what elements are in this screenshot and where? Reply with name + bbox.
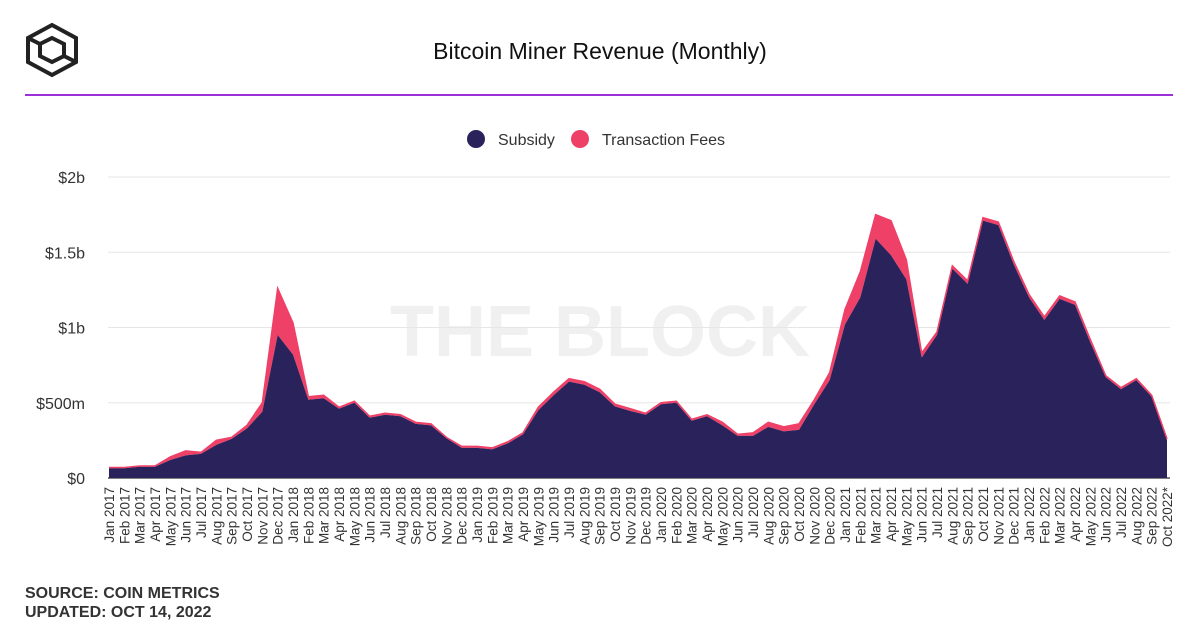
x-tick-label: Aug 2018 bbox=[393, 487, 408, 545]
x-tick-label: Feb 2017 bbox=[117, 487, 132, 544]
updated-note: UPDATED: OCT 14, 2022 bbox=[25, 604, 212, 621]
x-tick-label: Aug 2022 bbox=[1129, 487, 1144, 545]
x-tick-label: Jun 2021 bbox=[915, 487, 930, 543]
x-tick-label: May 2021 bbox=[899, 487, 914, 546]
x-tick-label: Mar 2017 bbox=[133, 487, 148, 544]
x-tick-label: Aug 2019 bbox=[577, 487, 592, 545]
x-tick-label: Jun 2022 bbox=[1099, 487, 1114, 543]
x-tick-label: Jan 2018 bbox=[286, 487, 301, 543]
x-tick-label: Sep 2022 bbox=[1145, 487, 1160, 545]
x-tick-label: Jan 2021 bbox=[838, 487, 853, 543]
x-tick-label: Oct 2022* bbox=[1160, 486, 1175, 547]
x-tick-label: Dec 2018 bbox=[455, 487, 470, 545]
x-tick-label: Jul 2021 bbox=[930, 487, 945, 538]
y-tick-label: $1.5b bbox=[45, 245, 85, 262]
x-tick-label: Oct 2020 bbox=[792, 487, 807, 542]
x-tick-label: Feb 2021 bbox=[853, 487, 868, 544]
x-tick-label: Apr 2021 bbox=[884, 487, 899, 542]
x-tick-label: Nov 2017 bbox=[255, 487, 270, 545]
x-tick-label: Sep 2021 bbox=[961, 487, 976, 545]
x-tick-label: Jan 2022 bbox=[1022, 487, 1037, 543]
x-tick-label: Jul 2017 bbox=[194, 487, 209, 538]
legend: Subsidy Transaction Fees bbox=[467, 130, 725, 149]
x-tick-label: Feb 2022 bbox=[1037, 487, 1052, 544]
x-tick-label: May 2020 bbox=[715, 487, 730, 546]
header-divider bbox=[25, 94, 1173, 96]
x-tick-label: Apr 2018 bbox=[332, 487, 347, 542]
y-tick-label: $500m bbox=[36, 396, 85, 413]
chart-title: Bitcoin Miner Revenue (Monthly) bbox=[433, 38, 767, 64]
y-tick-label: $0 bbox=[67, 471, 85, 488]
x-tick-label: Nov 2020 bbox=[807, 487, 822, 545]
the-block-logo-icon bbox=[24, 22, 80, 83]
x-tick-label: Oct 2018 bbox=[424, 487, 439, 542]
x-tick-label: Jun 2020 bbox=[731, 487, 746, 543]
x-tick-label: Jan 2019 bbox=[470, 487, 485, 543]
x-tick-label: Dec 2019 bbox=[639, 487, 654, 545]
x-tick-label: Aug 2020 bbox=[761, 487, 776, 545]
x-tick-label: Jan 2020 bbox=[654, 487, 669, 543]
x-tick-label: Sep 2019 bbox=[593, 487, 608, 545]
x-tick-label: May 2022 bbox=[1083, 487, 1098, 546]
x-tick-label: Mar 2020 bbox=[685, 487, 700, 544]
x-tick-label: Aug 2017 bbox=[209, 487, 224, 545]
x-tick-label: Jul 2022 bbox=[1114, 487, 1129, 538]
x-tick-label: Jun 2019 bbox=[547, 487, 562, 543]
y-tick-label: $1b bbox=[58, 321, 85, 338]
x-tick-label: May 2018 bbox=[347, 487, 362, 546]
x-tick-label: Dec 2017 bbox=[271, 487, 286, 545]
series-total-line bbox=[109, 213, 1168, 469]
x-tick-label: Dec 2021 bbox=[1007, 487, 1022, 545]
x-tick-label: Sep 2017 bbox=[225, 487, 240, 545]
x-tick-label: May 2017 bbox=[163, 487, 178, 546]
x-tick-label: Apr 2019 bbox=[516, 487, 531, 542]
x-tick-label: Mar 2022 bbox=[1053, 487, 1068, 544]
x-tick-label: Apr 2022 bbox=[1068, 487, 1083, 542]
legend-swatch bbox=[571, 130, 589, 148]
x-tick-label: Oct 2017 bbox=[240, 487, 255, 542]
x-tick-label: Oct 2019 bbox=[608, 487, 623, 542]
x-tick-label: Jun 2018 bbox=[363, 487, 378, 543]
x-tick-label: Aug 2021 bbox=[945, 487, 960, 545]
x-tick-label: Jul 2018 bbox=[378, 487, 393, 538]
x-tick-label: Jan 2017 bbox=[102, 487, 117, 543]
y-tick-label: $2b bbox=[58, 170, 85, 187]
x-tick-label: Mar 2019 bbox=[501, 487, 516, 544]
x-tick-label: Jul 2019 bbox=[562, 487, 577, 538]
x-tick-label: Oct 2021 bbox=[976, 487, 991, 542]
legend-swatch bbox=[467, 130, 485, 148]
x-tick-label: May 2019 bbox=[531, 487, 546, 546]
x-tick-label: Mar 2018 bbox=[317, 487, 332, 544]
watermark: THE BLOCK bbox=[390, 292, 810, 372]
x-tick-label: Jun 2017 bbox=[179, 487, 194, 543]
legend-label: Transaction Fees bbox=[602, 132, 725, 149]
x-tick-label: Feb 2020 bbox=[669, 487, 684, 544]
x-tick-label: Nov 2019 bbox=[623, 487, 638, 545]
x-tick-label: Apr 2017 bbox=[148, 487, 163, 542]
x-tick-label: Feb 2018 bbox=[301, 487, 316, 544]
x-tick-label: Sep 2018 bbox=[409, 487, 424, 545]
series-transaction-fees-area bbox=[109, 214, 1167, 469]
x-tick-label: Nov 2021 bbox=[991, 487, 1006, 545]
series-subsidy-area bbox=[109, 220, 1167, 478]
x-tick-label: Sep 2020 bbox=[777, 487, 792, 545]
source-note: SOURCE: COIN METRICS bbox=[25, 585, 220, 602]
x-tick-label: Feb 2019 bbox=[485, 487, 500, 544]
x-tick-label: Dec 2020 bbox=[823, 487, 838, 545]
legend-label: Subsidy bbox=[498, 132, 555, 149]
x-tick-label: Nov 2018 bbox=[439, 487, 454, 545]
x-tick-label: Jul 2020 bbox=[746, 487, 761, 538]
x-tick-label: Apr 2020 bbox=[700, 487, 715, 542]
x-tick-label: Mar 2021 bbox=[869, 487, 884, 544]
